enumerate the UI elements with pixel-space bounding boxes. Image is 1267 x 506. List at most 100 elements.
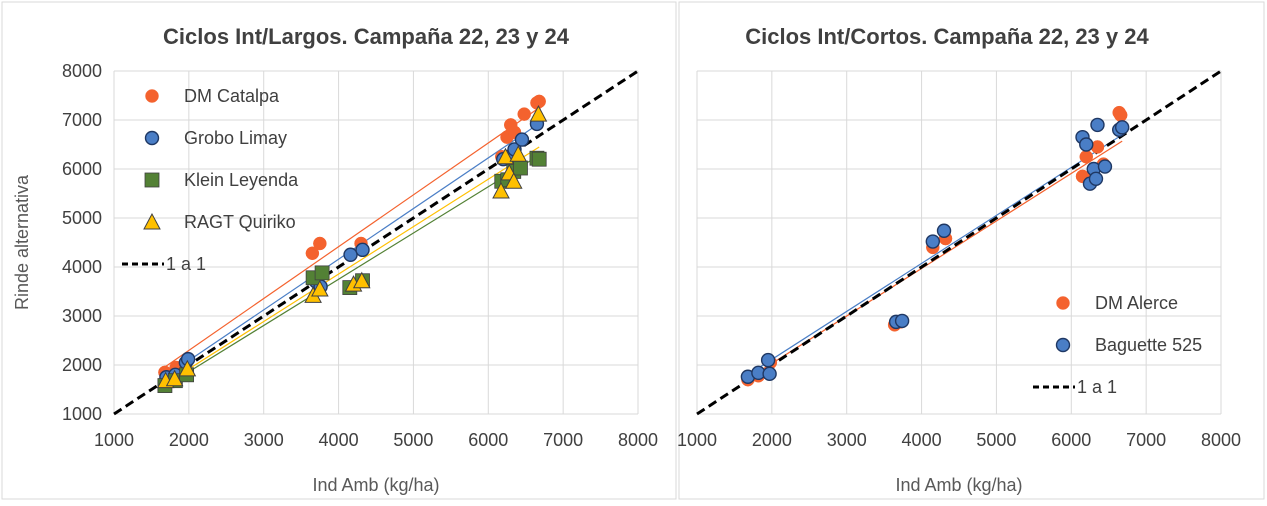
right-chart-frame (678, 1, 1265, 500)
data-point (352, 271, 371, 289)
x-tick-label: 2000 (752, 430, 792, 450)
y-tick-label: 4000 (62, 257, 102, 277)
legend-entry: Grobo Limay (144, 128, 287, 148)
one-to-one-line (113, 69, 639, 416)
left-reference-line (113, 69, 639, 416)
x-tick-label: 2000 (169, 430, 209, 450)
y-tick-label: 5000 (62, 208, 102, 228)
x-tick-label: 4000 (319, 430, 359, 450)
x-tick-label: 6000 (468, 430, 508, 450)
data-point (314, 265, 330, 281)
data-point (1088, 171, 1104, 187)
x-tick-label: 1000 (677, 430, 717, 450)
x-tick-label: 4000 (902, 430, 942, 450)
y-tick-label: 7000 (62, 110, 102, 130)
right-chart: Ciclos Int/Cortos. Campaña 22, 23 y 24 I… (677, 1, 1265, 500)
data-point (1097, 159, 1113, 174)
legend-entry: Baguette 525 (1055, 335, 1202, 355)
trendline (164, 154, 540, 388)
data-point (760, 352, 776, 368)
trendline (747, 134, 1123, 376)
left-chart-title: Ciclos Int/Largos. Campaña 22, 23 y 24 (163, 24, 570, 49)
right-tick-labels: 1000 2000 3000 4000 5000 6000 7000 8000 (677, 430, 1241, 450)
data-point (894, 313, 910, 329)
legend-marker (143, 212, 161, 230)
x-tick-label: 5000 (393, 430, 433, 450)
left-chart: Ciclos Int/Largos. Campaña 22, 23 y 24 I… (1, 1, 677, 500)
right-x-axis-label: Ind Amb (kg/ha) (895, 475, 1022, 495)
data-point (313, 236, 327, 251)
left-y-axis-label: Rinde alternativa (12, 174, 32, 310)
legend-label: DM Catalpa (184, 86, 280, 106)
legend-entry: 1 a 1 (122, 254, 206, 274)
data-point (504, 172, 523, 189)
y-tick-label: 8000 (62, 61, 102, 81)
data-point (509, 145, 528, 162)
data-point (531, 151, 547, 167)
left-x-axis-label: Ind Amb (kg/ha) (312, 475, 439, 495)
legend-label: Grobo Limay (184, 128, 287, 148)
x-tick-label: 7000 (1126, 430, 1166, 450)
data-point (1114, 120, 1130, 135)
data-point (355, 242, 370, 258)
x-tick-label: 3000 (827, 430, 867, 450)
data-point (529, 105, 548, 122)
legend-marker (1055, 337, 1071, 353)
data-point (925, 234, 940, 249)
trendline (164, 107, 540, 368)
data-point (1079, 137, 1094, 152)
data-point (513, 160, 528, 176)
y-tick-label: 2000 (62, 355, 102, 375)
data-point (311, 279, 329, 297)
legend-marker (144, 130, 160, 146)
right-legend: DM Alerce Baguette 525 1 a 1 (1033, 293, 1202, 397)
data-point (178, 359, 197, 377)
left-gridlines (113, 70, 639, 415)
trendline (164, 146, 540, 385)
data-point (1079, 150, 1094, 164)
legend-entry: 1 a 1 (1033, 377, 1117, 397)
y-tick-label: 6000 (62, 159, 102, 179)
data-point (514, 132, 530, 147)
legend-label: 1 a 1 (166, 254, 206, 274)
data-point (936, 223, 952, 238)
data-point (165, 369, 184, 387)
x-tick-label: 7000 (543, 430, 583, 450)
x-tick-label: 8000 (1201, 430, 1241, 450)
x-tick-label: 5000 (976, 430, 1016, 450)
x-tick-label: 1000 (94, 430, 134, 450)
right-data-points (740, 105, 1130, 387)
legend-entry: RAGT Quiriko (143, 212, 296, 232)
x-tick-label: 3000 (244, 430, 284, 450)
data-point (762, 366, 777, 382)
legend-marker (144, 172, 160, 188)
y-tick-label: 1000 (62, 404, 102, 424)
data-point (343, 247, 358, 262)
legend-label: 1 a 1 (1077, 377, 1117, 397)
legend-label: RAGT Quiriko (184, 212, 296, 232)
x-tick-label: 8000 (618, 430, 658, 450)
data-point (305, 246, 320, 261)
legend-label: DM Alerce (1095, 293, 1178, 313)
data-point (532, 94, 546, 109)
data-point (496, 147, 515, 165)
legend-entry: Klein Leyenda (144, 170, 299, 190)
one-to-one-line (696, 69, 1222, 416)
legend-marker (1056, 296, 1070, 310)
data-point (1090, 117, 1105, 133)
data-point (1113, 108, 1128, 122)
legend-label: Klein Leyenda (184, 170, 299, 190)
legend-marker (145, 89, 159, 103)
left-data-points (156, 94, 548, 393)
y-tick-label: 3000 (62, 306, 102, 326)
left-legend: DM Catalpa Grobo Limay Klein Leyenda RAGT Q… (122, 86, 299, 274)
left-tick-labels: 1000 1000 2000 2000 3000 3000 4000 4000 5000 5000… (62, 61, 658, 450)
data-point (492, 181, 510, 199)
data-point (517, 107, 531, 121)
x-tick-label: 6000 (1051, 430, 1091, 450)
legend-entry: DM Alerce (1056, 293, 1178, 313)
legend-entry: DM Catalpa (145, 86, 280, 106)
right-gridlines (696, 70, 1222, 415)
